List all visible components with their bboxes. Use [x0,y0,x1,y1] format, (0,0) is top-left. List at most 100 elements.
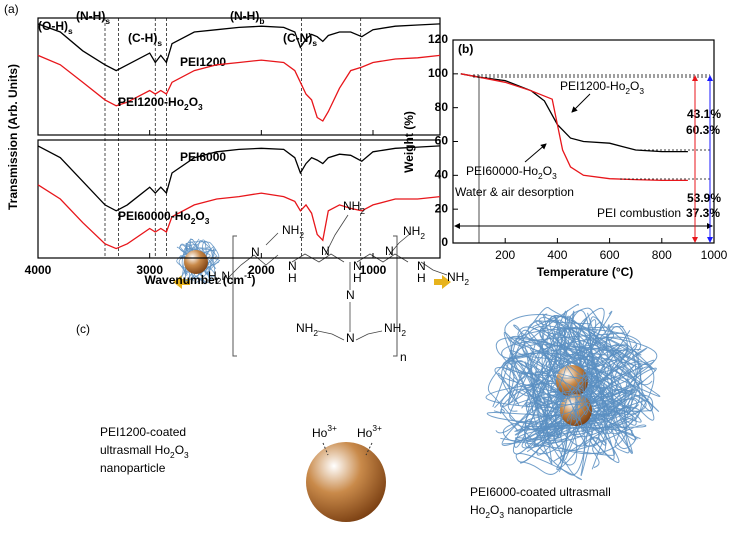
polymer-chain [532,315,618,455]
text-part: PEI60000-Ho [466,164,538,178]
polymer-chain [501,326,607,481]
text-part: N [288,259,297,273]
subscript: 2 [217,276,222,286]
annotation: 43.1% [687,107,721,121]
y-tick-label: 0 [441,235,448,249]
subscript: 2 [485,510,490,520]
polymer-chain [557,371,598,403]
subscript: 2 [313,328,318,338]
subscript: b [259,16,264,26]
y-tick-label: 40 [435,168,449,182]
series-label: PEI1200-Ho2O3 [560,79,644,96]
series-line [37,54,441,122]
polymer-chain [550,374,598,422]
atom-label: H2N [208,269,230,286]
subscript: 3 [198,102,203,112]
annotation: (N-H)s [76,9,110,26]
x-tick-label: 800 [652,248,672,262]
panel-label: (c) [76,322,90,336]
text-part: N [221,269,230,283]
polymer-chain [539,327,653,426]
atom-label: N [353,259,362,273]
x-tick-label: 4000 [25,263,52,277]
atom-label: n [400,350,407,364]
text-part: ) [252,273,256,287]
annotation: (C-N)s [283,31,317,48]
polymer-chain [555,364,606,414]
series-line [37,184,441,250]
diagram-decor [173,214,661,522]
panel-label: (b) [458,42,473,56]
subscript: 2 [299,230,304,240]
polymer-chain [553,371,589,421]
text-part: (C-H) [128,31,157,45]
annotation: 60.3% [686,123,720,137]
ion-label: Ho3+ [357,423,382,440]
text-part: Ho [470,503,486,517]
y-tick-label: 100 [428,66,448,80]
atom-label: H [417,271,426,285]
text-part: N [321,244,330,258]
annotation: 37.3% [686,206,720,220]
text-part: nanoparticle [504,503,573,517]
annotation: 53.9% [687,191,721,205]
superscript: 3+ [372,423,382,433]
text-part: ultrasmall Ho [100,443,170,457]
atom-label: NH2 [447,270,469,287]
text-part: n [400,350,407,364]
series-label: PEI1200 [180,55,226,69]
superscript: 3+ [327,423,337,433]
text-part: H [417,271,426,285]
text-part: PEI1200 [180,55,226,69]
text-part: (C-N) [283,31,312,45]
atom-label: N [346,288,355,302]
atom-label: N [346,331,355,345]
text-part: NH [403,224,420,238]
text-part: NH [384,321,401,335]
subscript: 2 [184,102,189,112]
superscript: -1 [244,270,252,280]
atom-label: N [288,259,297,273]
subscript: 3 [205,216,210,226]
x-tick-label: 1000 [360,263,387,277]
polymer-chain [529,315,638,460]
text-part: (N-H) [230,9,259,23]
text-part: PEI1200-coated [100,425,186,439]
text-part: O [189,95,198,109]
text-part: O [543,164,552,178]
text-part: NH [447,270,464,284]
polymer-chain [503,331,633,430]
text-part: (N-H) [76,9,105,23]
text-part: PEI6000 [180,150,226,164]
caption: ultrasmall Ho2O3 [100,443,189,460]
subscript: 2 [420,231,425,241]
ion-label: Ho3+ [312,423,337,440]
series-label: PEI6000 [180,150,226,164]
x-tick-label: 400 [547,248,567,262]
subscript: s [68,26,73,36]
caption: nanoparticle [100,461,166,475]
text-part: O [175,443,184,457]
subscript: 2 [191,216,196,226]
text-part: (O-H) [38,19,68,33]
series-label: PEI60000-Ho2O3 [118,209,210,226]
annotation: (N-H)b [230,9,264,26]
text-part: N [353,259,362,273]
annotation: Water & air desorption [455,185,574,199]
polymer-chain [513,313,636,439]
x-tick-label: 3000 [136,263,163,277]
series-line [37,145,441,212]
text-part: N [385,244,394,258]
plot-frame [37,139,441,259]
pointer [524,143,547,163]
text-part: PEI60000-Ho [118,209,191,223]
y-tick-label: 60 [435,134,449,148]
series-line [460,73,688,182]
x-axis-label: Wavenumber (cm-1) [144,270,255,287]
polymer-chain [503,307,642,445]
subscript: 2 [538,171,543,181]
caption: PEI1200-coated [100,425,186,439]
subscript: 2 [360,206,365,216]
atom-label: H [288,271,297,285]
text-part: Wavenumber (cm [144,273,244,287]
